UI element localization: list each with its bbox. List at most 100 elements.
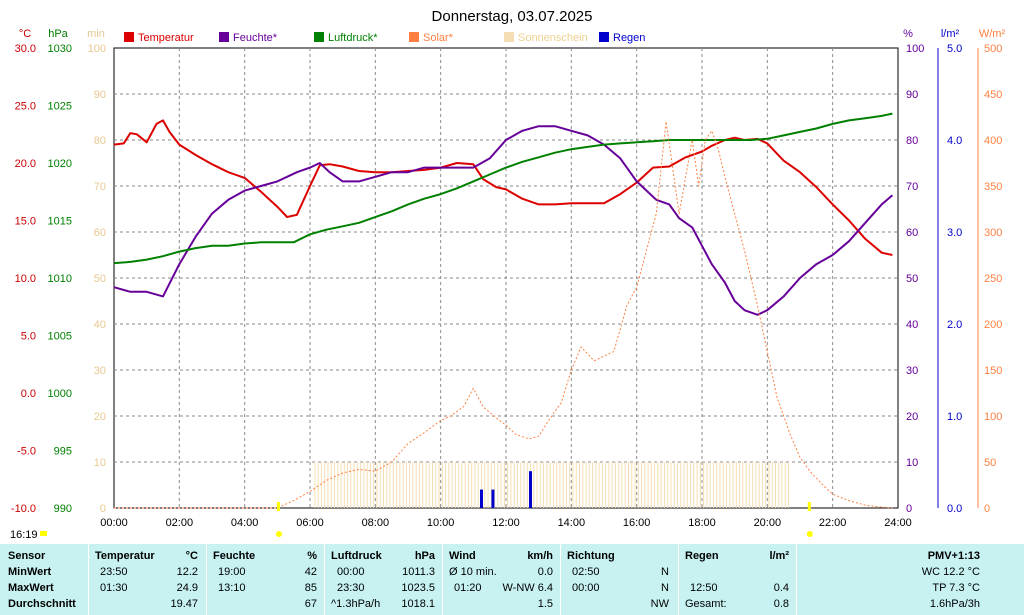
x-tick-label: 08:00 (362, 517, 390, 529)
humidity-axis-unit: % (903, 28, 913, 40)
sunshine-axis-unit: min (87, 28, 105, 40)
solar-tick-label: 0 (984, 503, 990, 515)
x-tick-label: 14:00 (558, 517, 586, 529)
pmv-dewpoint: TP 7.3 °C (932, 582, 980, 594)
legend-label: Temperatur (138, 32, 194, 44)
solar-tick-label: 150 (984, 365, 1002, 377)
wind-max-time: 01:20 (454, 582, 482, 594)
x-tick-label: 10:00 (427, 517, 455, 529)
header-temperature: Temperatur (95, 550, 155, 562)
x-tick-label: 02:00 (166, 517, 194, 529)
humidity-tick-label: 90 (906, 89, 918, 101)
x-tick-label: 16:00 (623, 517, 651, 529)
sun-marker-dot (275, 531, 282, 537)
pressure-tick-label: 990 (54, 503, 72, 515)
pressure-max-value: 1023.5 (401, 582, 435, 594)
rain-bar (491, 489, 495, 508)
pressure-tick-label: 1020 (48, 158, 72, 170)
pressure-trend: ^1.3hPa/h (331, 598, 381, 610)
humidity-tick-label: 0 (906, 503, 912, 515)
sunshine-tick-label: 90 (94, 89, 106, 101)
sunshine-tick-label: 70 (94, 181, 106, 193)
x-tick-label: 20:00 (754, 517, 782, 529)
solar-tick-label: 100 (984, 411, 1002, 423)
solar-line (114, 121, 893, 509)
sunshine-tick-label: 20 (94, 411, 106, 423)
rain-total-value: 0.8 (773, 598, 789, 610)
rain-total-label: Gesamt: (685, 598, 727, 610)
rain-max-value: 0.4 (773, 582, 789, 594)
pressure-average-value: 1018.1 (401, 598, 435, 610)
pressure-line (113, 112, 893, 265)
legend-label: Luftdruck* (328, 32, 378, 44)
column-divider (88, 544, 89, 615)
pmv-windchill: WC 12.2 °C (921, 566, 980, 578)
humidity-min-value: 42 (304, 566, 317, 578)
humidity-max-time: 13:10 (218, 582, 246, 594)
solar-tick-label: 400 (984, 135, 1002, 147)
x-tick-label: 00:00 (100, 517, 128, 529)
x-tick-label: 18:00 (688, 517, 716, 529)
rain-tick-label: 5.0 (947, 43, 962, 55)
sunshine-tick-label: 30 (94, 365, 106, 377)
temperature-tick-label: -10.0 (11, 503, 36, 515)
pressure-min-value: 1011.3 (402, 566, 435, 578)
current-time-marker (40, 531, 47, 536)
solar-tick-label: 250 (984, 273, 1002, 285)
legend-swatch (599, 32, 609, 42)
header-humidity-unit: % (307, 550, 317, 562)
rain-max-time: 12:50 (690, 582, 718, 594)
legend-swatch (219, 32, 229, 42)
header-pmv: PMV+1:13 (927, 550, 980, 562)
pressure-min-time: 00:00 (337, 566, 365, 578)
legend-label: Solar* (423, 32, 454, 44)
rain-tick-label: 4.0 (947, 135, 962, 147)
column-divider (560, 544, 561, 615)
pressure-tick-label: 1005 (48, 331, 72, 343)
temperature-tick-label: -5.0 (17, 446, 36, 458)
rain-tick-label: 2.0 (947, 319, 962, 331)
humidity-tick-label: 50 (906, 273, 918, 285)
humidity-max-value: 85 (304, 582, 317, 594)
sunshine-tick-label: 100 (88, 43, 106, 55)
direction-min-time: 02:50 (572, 566, 600, 578)
temperature-tick-label: 15.0 (15, 216, 36, 228)
header-direction: Richtung (567, 550, 615, 562)
solar-tick-label: 500 (984, 43, 1002, 55)
legend-swatch (504, 32, 514, 42)
direction-min-value: N (661, 566, 669, 578)
x-tick-label: 06:00 (296, 517, 324, 529)
temp-max-value: 24.9 (176, 582, 198, 594)
rain-tick-label: 1.0 (947, 411, 962, 423)
temp-min-time: 23:50 (100, 566, 128, 578)
humidity-tick-label: 70 (906, 181, 918, 193)
solar-tick-label: 350 (984, 181, 1002, 193)
statistics-table: Sensor Temperatur °C Feuchte % Luftdruck… (0, 544, 1024, 615)
temp-average-value: 19.47 (170, 598, 198, 610)
rain-tick-label: 3.0 (947, 227, 962, 239)
pressure-tick-label: 1010 (48, 273, 72, 285)
humidity-tick-label: 80 (906, 135, 918, 147)
direction-max-time: 00:00 (572, 582, 600, 594)
x-tick-label: 24:00 (884, 517, 912, 529)
legend-label: Feuchte* (233, 32, 278, 44)
temperature-tick-label: 10.0 (15, 273, 36, 285)
x-tick-label: 22:00 (819, 517, 847, 529)
rain-bar (480, 489, 483, 508)
column-divider (206, 544, 207, 615)
legend-label: Sonnenschein (518, 32, 588, 44)
column-divider (442, 544, 443, 615)
row-label-min: MinWert (8, 566, 52, 578)
humidity-average-value: 67 (304, 598, 317, 610)
humidity-tick-label: 20 (906, 411, 918, 423)
humidity-tick-label: 10 (906, 457, 918, 469)
header-pressure-unit: hPa (414, 550, 435, 562)
sun-marker (807, 502, 811, 511)
header-sensor: Sensor (8, 550, 46, 562)
legend-swatch (409, 32, 419, 42)
humidity-min-time: 19:00 (218, 566, 246, 578)
direction-max-value: N (661, 582, 669, 594)
sunshine-tick-label: 0 (100, 503, 106, 515)
sun-marker-dot (806, 531, 813, 537)
column-divider (796, 544, 797, 615)
